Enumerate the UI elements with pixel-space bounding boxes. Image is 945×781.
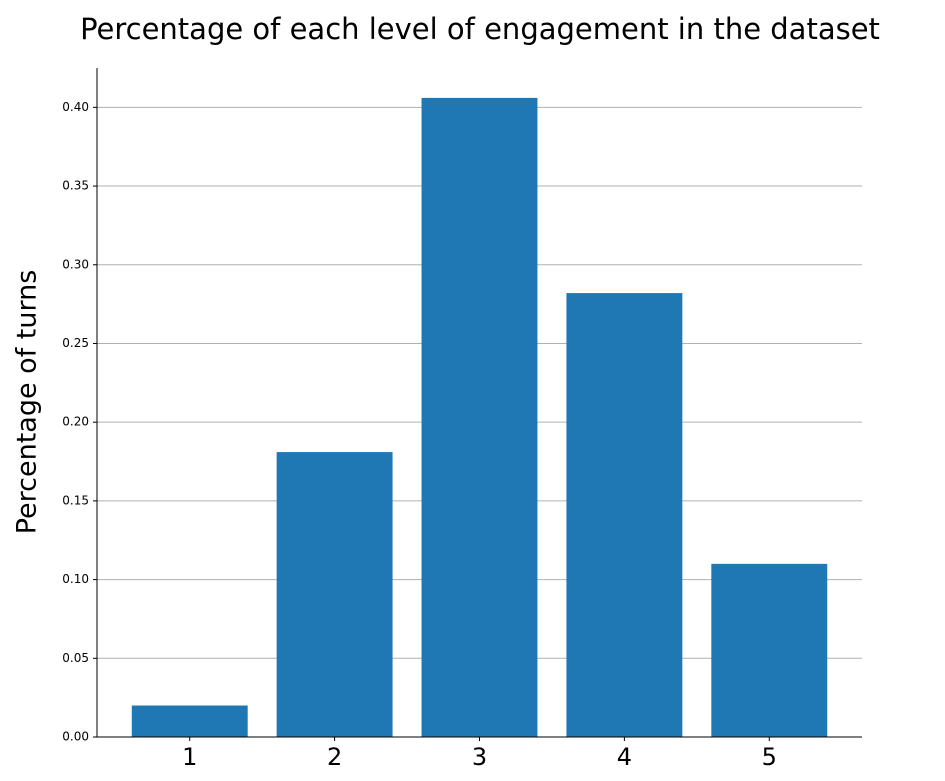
y-tick-label: 0.10 <box>62 572 89 586</box>
bar <box>566 293 683 737</box>
y-tick-label: 0.30 <box>62 257 89 271</box>
y-tick-label: 0.40 <box>62 100 89 114</box>
chart-title: Percentage of each level of engagement i… <box>80 12 880 46</box>
x-tick-label: 4 <box>617 743 632 771</box>
x-tick-label: 2 <box>327 743 342 771</box>
y-tick-label: 0.25 <box>62 336 89 350</box>
y-tick-label: 0.15 <box>62 493 89 507</box>
x-tick-label: 3 <box>472 743 487 771</box>
y-tick-label: 0.00 <box>62 730 89 744</box>
bar <box>276 452 393 737</box>
x-tick-label: 1 <box>182 743 197 771</box>
y-tick-label: 0.05 <box>62 651 89 665</box>
bar <box>131 705 248 737</box>
y-axis-label: Percentage of turns <box>12 270 43 535</box>
x-tick-label: 5 <box>762 743 777 771</box>
y-tick-label: 0.35 <box>62 179 89 193</box>
y-tick-label: 0.20 <box>62 415 89 429</box>
bar <box>711 563 828 737</box>
bar <box>421 97 538 738</box>
